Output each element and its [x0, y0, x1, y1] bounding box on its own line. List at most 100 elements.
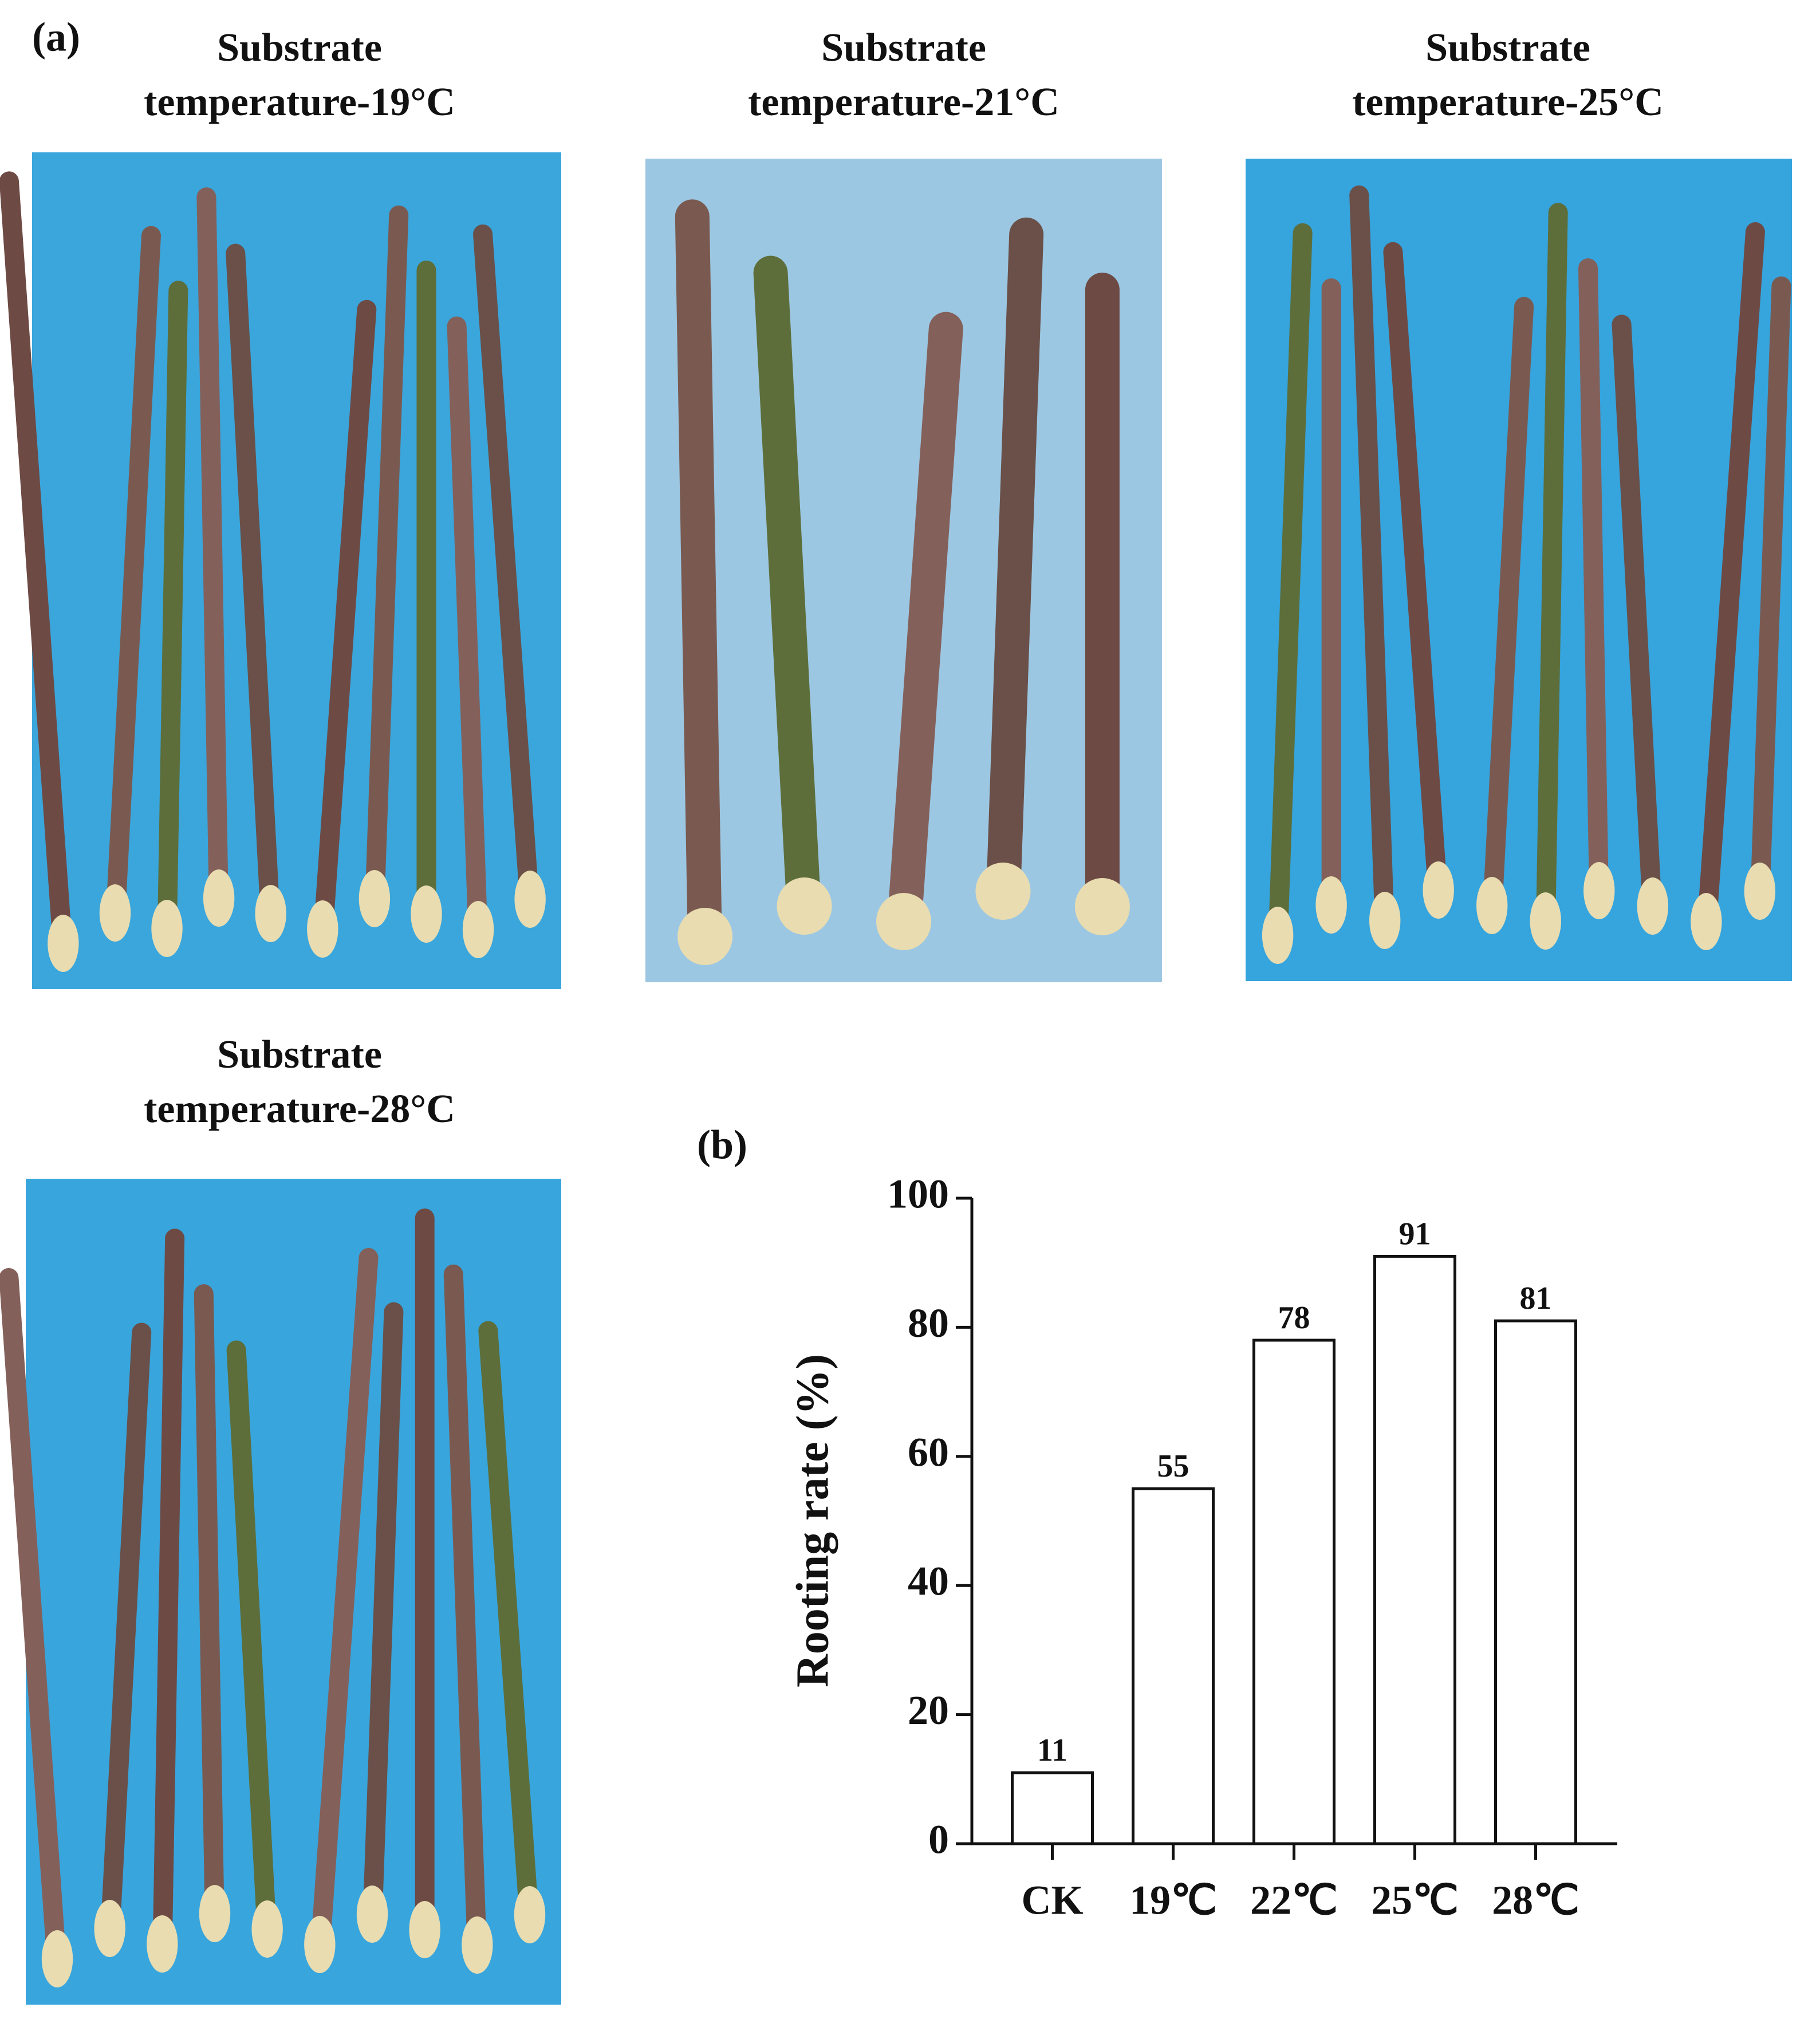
panel-label: (a) — [32, 14, 80, 60]
cuttings — [0, 171, 1791, 1987]
x-tick-label: CK — [1022, 1877, 1084, 1923]
callus — [677, 908, 733, 965]
value-label: 91 — [1399, 1216, 1431, 1251]
callus — [356, 1886, 388, 1943]
callus — [307, 900, 338, 958]
cutting — [443, 1264, 487, 1957]
cutting — [100, 1322, 152, 1940]
bar — [1252, 1339, 1336, 1845]
callus — [1637, 877, 1669, 935]
cutting — [478, 1321, 539, 1927]
callus — [1369, 892, 1401, 949]
cutting — [1750, 276, 1791, 903]
cutting — [1697, 222, 1765, 934]
callus — [99, 884, 131, 942]
cutting — [226, 243, 280, 926]
value-label: 11 — [1037, 1733, 1067, 1768]
callus — [1583, 862, 1615, 919]
cutting — [1349, 185, 1394, 932]
callus — [777, 877, 832, 935]
callus — [255, 885, 286, 942]
photo-title: Substrate — [1425, 26, 1590, 70]
callus — [876, 893, 931, 950]
cutting — [473, 224, 539, 911]
callus — [151, 900, 183, 957]
cutting — [157, 281, 188, 940]
callus — [251, 1900, 283, 1958]
callus — [514, 871, 546, 928]
cutting — [1483, 297, 1534, 918]
cutting — [313, 300, 377, 941]
callus — [462, 901, 494, 958]
x-tick-label: 19℃ — [1129, 1877, 1217, 1923]
callus — [48, 915, 79, 972]
value-label: 81 — [1520, 1281, 1552, 1316]
cutting — [0, 1268, 66, 1971]
callus — [147, 1915, 178, 1973]
cutting — [226, 1340, 277, 1941]
callus — [975, 863, 1031, 920]
cutting — [1383, 242, 1448, 902]
callus — [41, 1930, 73, 1987]
photo-title: temperature-21°C — [748, 80, 1059, 124]
callus — [409, 1901, 440, 1958]
panel-label: (b) — [697, 1122, 747, 1168]
cutting — [1612, 314, 1662, 918]
bar — [1132, 1487, 1215, 1845]
x-tick-label: 25℃ — [1371, 1877, 1459, 1923]
cutting — [1536, 203, 1568, 933]
callus — [1074, 878, 1130, 935]
callus — [203, 869, 235, 927]
callus — [1476, 877, 1508, 934]
callus — [1530, 892, 1561, 950]
callus — [199, 1885, 231, 1942]
callus — [1262, 907, 1294, 964]
cutting — [753, 255, 821, 918]
value-label: 55 — [1157, 1448, 1189, 1484]
callus — [1691, 893, 1722, 950]
callus — [359, 870, 391, 927]
callus — [1423, 861, 1454, 919]
cutting — [194, 1284, 224, 1926]
y-tick-label: 100 — [887, 1171, 949, 1217]
callus — [304, 1916, 336, 1973]
cutting — [1085, 273, 1120, 918]
cutting — [152, 1229, 185, 1956]
cutting — [888, 312, 963, 934]
cutting — [196, 187, 229, 910]
cutting — [363, 1302, 404, 1926]
callus — [514, 1886, 546, 1943]
x-tick-label: 28℃ — [1492, 1877, 1579, 1923]
bar — [1011, 1771, 1094, 1845]
photo-title: temperature-28°C — [144, 1087, 455, 1131]
photo-title: temperature-19°C — [144, 80, 455, 124]
callus — [411, 885, 442, 943]
cutting — [1321, 278, 1341, 916]
y-tick-label: 40 — [908, 1558, 949, 1604]
x-tick-label: 22℃ — [1250, 1877, 1338, 1923]
value-label: 78 — [1278, 1300, 1310, 1336]
cutting — [447, 316, 488, 942]
cutting — [1268, 223, 1313, 947]
bar — [1494, 1319, 1577, 1845]
cutting — [415, 1209, 435, 1941]
photo-title: Substrate — [821, 26, 986, 70]
photo-title: Substrate — [217, 26, 382, 70]
photo-title: Substrate — [217, 1033, 382, 1077]
y-axis-label: Rooting rate (%) — [787, 1354, 838, 1687]
cutting — [986, 217, 1044, 903]
callus — [462, 1916, 493, 1974]
photo-title: temperature-25°C — [1352, 80, 1664, 124]
cutting — [105, 226, 161, 925]
y-tick-label: 60 — [908, 1429, 949, 1475]
y-tick-label: 0 — [928, 1817, 949, 1863]
y-tick-label: 80 — [908, 1300, 949, 1346]
cutting — [365, 205, 409, 911]
callus — [94, 1900, 125, 1957]
y-tick-label: 20 — [908, 1687, 949, 1733]
cutting — [0, 171, 73, 955]
cutting — [416, 261, 436, 926]
cutting — [675, 199, 722, 948]
